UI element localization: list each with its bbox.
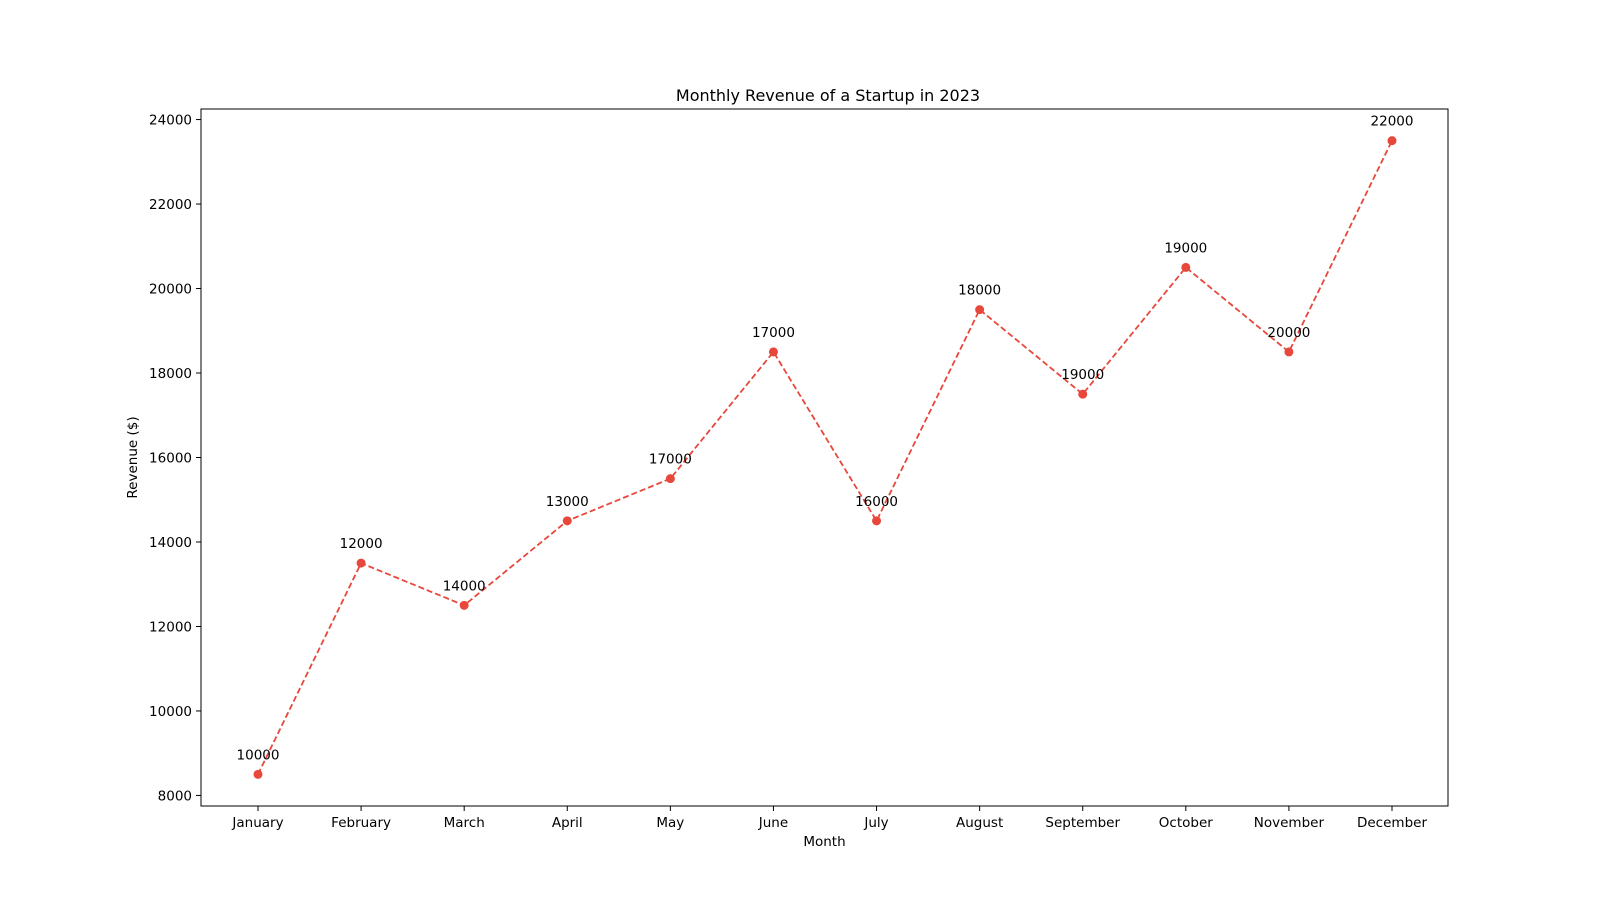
data-label: 16000 xyxy=(855,494,898,510)
x-tick-label: August xyxy=(956,815,1003,831)
data-point xyxy=(1284,347,1294,357)
x-tick-label: April xyxy=(552,815,583,831)
x-tick-label: November xyxy=(1254,815,1325,831)
y-tick-label: 12000 xyxy=(149,619,192,635)
y-axis-label: Revenue ($) xyxy=(125,416,141,498)
data-point xyxy=(665,474,675,484)
x-tick-label: December xyxy=(1357,815,1427,831)
data-label: 10000 xyxy=(237,747,280,763)
x-tick-label: July xyxy=(863,815,888,831)
data-label: 20000 xyxy=(1267,325,1310,341)
y-tick-label: 10000 xyxy=(149,704,192,720)
data-label: 22000 xyxy=(1371,114,1414,130)
x-tick-label: June xyxy=(758,815,788,831)
data-label: 17000 xyxy=(752,325,795,341)
y-tick-label: 14000 xyxy=(149,535,192,551)
x-axis-label: Month xyxy=(803,834,845,850)
data-point xyxy=(1078,389,1088,399)
data-label: 19000 xyxy=(1164,240,1207,256)
data-label: 12000 xyxy=(340,536,383,552)
y-tick-label: 18000 xyxy=(149,366,192,382)
data-point xyxy=(975,305,985,315)
x-tick-label: September xyxy=(1045,815,1120,831)
series-line xyxy=(257,140,1393,775)
data-label: 17000 xyxy=(649,452,692,468)
data-label: 19000 xyxy=(1061,367,1104,383)
x-tick-label: February xyxy=(331,815,391,831)
data-point xyxy=(872,516,882,526)
data-point xyxy=(253,769,263,779)
data-point xyxy=(356,558,366,568)
data-label: 18000 xyxy=(958,283,1001,299)
y-tick-label: 16000 xyxy=(149,451,192,467)
y-tick-label: 22000 xyxy=(149,197,192,213)
data-point xyxy=(1181,262,1191,272)
x-tick-label: October xyxy=(1159,815,1213,831)
data-label: 13000 xyxy=(546,494,589,510)
x-tick-label: May xyxy=(656,815,684,831)
chart-title: Monthly Revenue of a Startup in 2023 xyxy=(676,86,980,105)
data-point xyxy=(1387,136,1397,146)
data-point xyxy=(768,347,778,357)
x-tick-label: March xyxy=(444,815,485,831)
data-point xyxy=(459,600,469,610)
plot-area: 8000 10000 12000 14000 16000 18000 20000 22000 2… xyxy=(149,113,1427,831)
plot-frame xyxy=(200,108,1449,807)
y-tick-label: 24000 xyxy=(149,113,192,129)
x-tick-label: January xyxy=(231,815,283,831)
y-tick-label: 20000 xyxy=(149,282,192,298)
data-point xyxy=(562,516,572,526)
data-label: 14000 xyxy=(443,578,486,594)
y-tick-label: 8000 xyxy=(158,788,192,804)
